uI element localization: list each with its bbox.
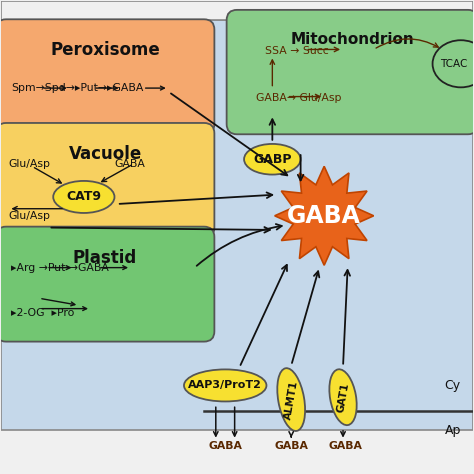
Text: GABP: GABP [253,153,292,166]
FancyBboxPatch shape [227,10,474,134]
Ellipse shape [184,369,266,401]
Text: ▸2-OG  ▸Pro: ▸2-OG ▸Pro [11,309,74,319]
Ellipse shape [277,368,305,431]
Text: Glu/Asp: Glu/Asp [9,159,50,169]
Ellipse shape [244,144,301,174]
Text: SSA → Succ: SSA → Succ [265,46,329,56]
Text: GABA: GABA [208,441,242,451]
Text: Ap: Ap [445,424,461,437]
Text: CAT9: CAT9 [66,191,101,203]
Text: Mitochondrion: Mitochondrion [291,32,414,47]
Text: ▸Arg →Put →GABA: ▸Arg →Put →GABA [11,263,109,273]
FancyBboxPatch shape [1,1,473,20]
Text: GABA: GABA [274,441,308,451]
FancyBboxPatch shape [1,20,473,430]
Text: TCAC: TCAC [440,59,467,69]
Text: GABA→ Glu/Asp: GABA→ Glu/Asp [256,93,341,103]
Text: GABA: GABA [328,441,362,451]
Text: Cy: Cy [445,379,461,392]
Text: AAP3/ProT2: AAP3/ProT2 [188,381,262,391]
FancyBboxPatch shape [0,19,214,134]
FancyBboxPatch shape [0,227,214,342]
Text: Plastid: Plastid [73,249,137,267]
Polygon shape [275,166,374,265]
Ellipse shape [53,181,115,213]
Text: GAT1: GAT1 [336,382,351,413]
FancyBboxPatch shape [0,123,214,238]
Text: GABA: GABA [115,159,146,169]
Text: GABA: GABA [287,204,361,228]
Text: ALMT1: ALMT1 [283,379,300,420]
Text: Vacuole: Vacuole [68,145,142,163]
Text: Glu/Asp: Glu/Asp [9,211,50,221]
Text: Spm→Spd→▸Put→▸GABA: Spm→Spd→▸Put→▸GABA [11,83,143,93]
Text: Peroxisome: Peroxisome [50,41,160,59]
Ellipse shape [329,369,357,425]
